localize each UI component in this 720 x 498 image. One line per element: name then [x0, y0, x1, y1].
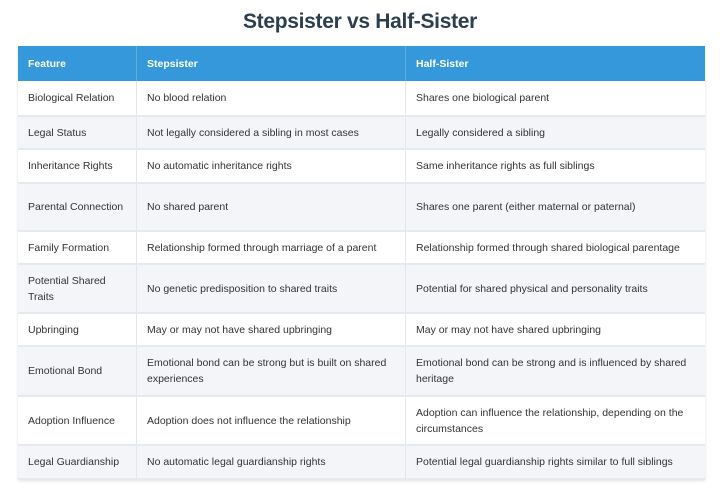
feature-cell: Upbringing	[18, 313, 137, 347]
stepsister-cell: May or may not have shared upbringing	[136, 313, 406, 347]
feature-cell: Inheritance Rights	[18, 149, 137, 184]
table-row: Parental Connection No shared parent Share…	[18, 183, 705, 232]
table-row: Potential Shared Traits No genetic predis…	[18, 264, 705, 314]
stepsister-cell: Adoption does not influence the relation…	[136, 396, 406, 446]
feature-cell: Legal Status	[18, 116, 137, 150]
comparison-table: Feature Stepsister Half-Sister Biologica…	[18, 46, 705, 480]
page-title: Stepsister vs Half-Sister	[242, 10, 478, 33]
half-sister-cell: Potential for shared physical and person…	[405, 264, 705, 314]
table-row: Legal Status Not legally considered a sib…	[18, 116, 705, 150]
table-row: Upbringing May or may not have shared upb…	[18, 313, 705, 347]
half-sister-cell: Emotional bond can be strong and is infl…	[405, 346, 705, 397]
stepsister-cell: Not legally considered a sibling in most…	[136, 116, 406, 150]
stepsister-cell: No automatic inheritance rights	[136, 149, 406, 184]
half-sister-cell: Potential legal guardianship rights simi…	[405, 445, 705, 480]
stepsister-cell: No automatic legal guardianship rights	[136, 445, 406, 480]
half-sister-cell: Legally considered a sibling	[405, 116, 705, 150]
header-feature: Feature	[18, 46, 137, 81]
half-sister-cell: Relationship formed through shared biolo…	[405, 231, 705, 265]
header-half-sister: Half-Sister	[405, 46, 705, 81]
half-sister-cell: Adoption can influence the relationship,…	[405, 396, 705, 446]
half-sister-cell: May or may not have shared upbringing	[405, 313, 705, 347]
feature-cell: Parental Connection	[18, 183, 137, 232]
half-sister-cell: Same inheritance rights as full siblings	[405, 149, 705, 184]
table-row: Biological Relation No blood relation Shar…	[18, 81, 705, 117]
feature-cell: Adoption Influence	[18, 396, 137, 446]
feature-cell: Legal Guardianship	[18, 445, 137, 480]
feature-cell: Potential Shared Traits	[18, 264, 137, 314]
half-sister-cell: Shares one parent (either maternal or pa…	[405, 183, 705, 232]
table-row: Legal Guardianship No automatic legal gua…	[18, 445, 705, 480]
table-row: Emotional Bond Emotional bond can be stro…	[18, 346, 705, 397]
stepsister-cell: Relationship formed through marriage of …	[136, 231, 406, 265]
stepsister-cell: No blood relation	[136, 81, 406, 117]
table-row: Inheritance Rights No automatic inheritan…	[18, 149, 705, 184]
feature-cell: Family Formation	[18, 231, 137, 265]
stepsister-cell: Emotional bond can be strong but is buil…	[136, 346, 406, 397]
table-row: Family Formation Relationship formed thro…	[18, 231, 705, 265]
feature-cell: Biological Relation	[18, 81, 137, 117]
stepsister-cell: No genetic predisposition to shared trai…	[136, 264, 406, 314]
feature-cell: Emotional Bond	[18, 346, 137, 397]
header-row: Feature Stepsister Half-Sister	[18, 46, 705, 81]
stepsister-cell: No shared parent	[136, 183, 406, 232]
table-row: Adoption Influence Adoption does not infl…	[18, 396, 705, 446]
half-sister-cell: Shares one biological parent	[405, 81, 705, 117]
header-stepsister: Stepsister	[136, 46, 406, 81]
